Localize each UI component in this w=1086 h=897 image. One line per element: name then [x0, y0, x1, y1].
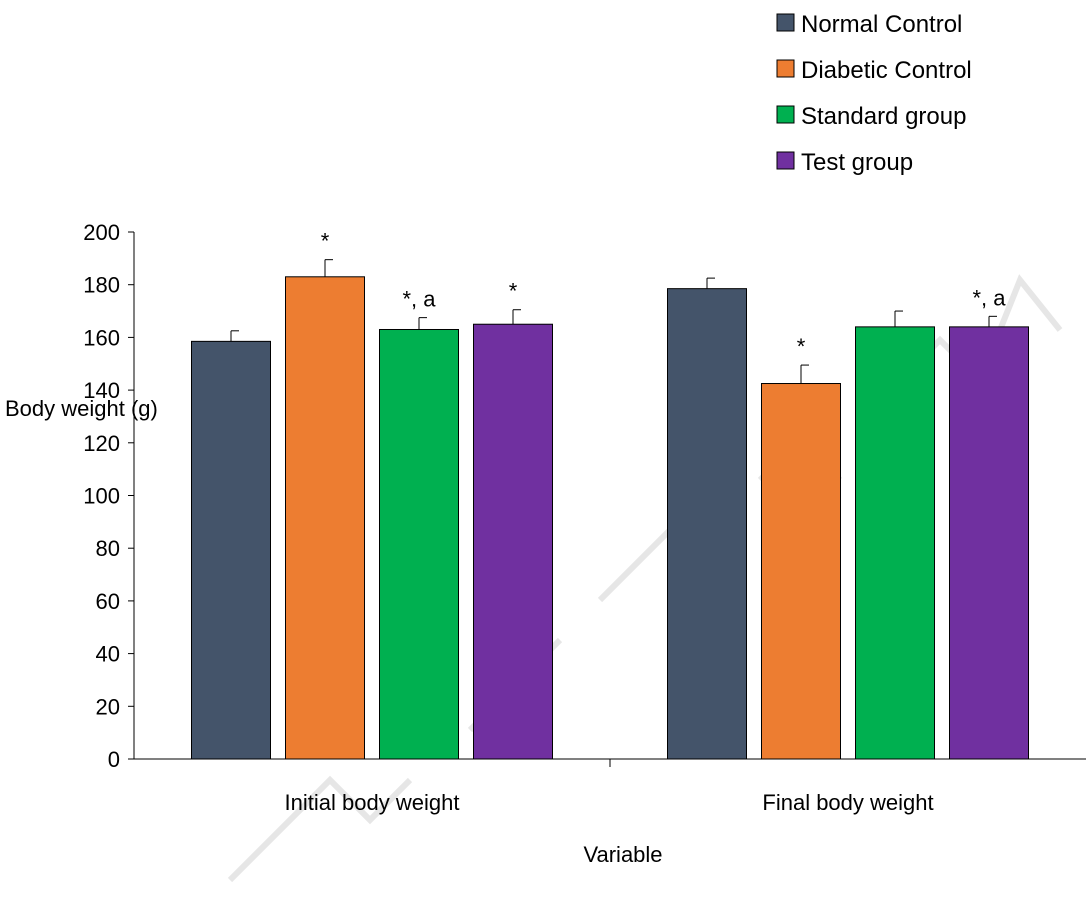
- significance-label: *, a: [402, 287, 436, 312]
- bar-normal-control-1: [667, 288, 747, 760]
- legend-label: Standard group: [801, 103, 966, 130]
- y-tick-label: 20: [96, 694, 120, 719]
- legend-swatch: [776, 105, 795, 124]
- y-tick-label: 40: [96, 642, 120, 667]
- bar-diabetic-control-0: [285, 276, 365, 760]
- y-tick-label: 160: [83, 325, 120, 350]
- y-tick-label: 180: [83, 273, 120, 298]
- annotations: * *, a * * *, a: [321, 229, 1007, 359]
- y-tick-label: 0: [108, 747, 120, 772]
- y-tick-label: 140: [83, 378, 120, 403]
- bar-diabetic-control-1: [761, 383, 841, 760]
- y-tick-label: 80: [96, 536, 120, 561]
- category-label: Initial body weight: [285, 790, 460, 815]
- axes: 0 20 40 60 80 100 120 140 160 180 200: [83, 220, 1086, 772]
- error-bars: [230, 259, 997, 384]
- x-axis-title: Variable: [583, 842, 662, 867]
- legend-swatch: [776, 13, 795, 32]
- y-tick-label: 120: [83, 431, 120, 456]
- y-tick-label: 200: [83, 220, 120, 245]
- bar-normal-control-0: [191, 340, 271, 760]
- bar-test-group-1: [949, 326, 1029, 760]
- bar-standard-group-0: [379, 328, 459, 760]
- significance-label: *: [797, 334, 806, 359]
- category-label: Final body weight: [762, 790, 933, 815]
- legend-swatch: [776, 59, 795, 78]
- significance-label: *: [509, 279, 518, 304]
- y-tick-label: 60: [96, 589, 120, 614]
- y-axis-title: Body weight (g): [5, 396, 158, 421]
- significance-label: *, a: [972, 285, 1006, 310]
- significance-label: *: [321, 229, 330, 254]
- y-ticks: 0 20 40 60 80 100 120 140 160 180 200: [83, 220, 134, 772]
- legend-label: Diabetic Control: [801, 57, 972, 84]
- legend-label: Test group: [801, 149, 913, 176]
- legend: Normal Control Diabetic Control Standard g…: [776, 11, 972, 176]
- legend-label: Normal Control: [801, 11, 962, 38]
- bars: [191, 276, 1029, 760]
- y-tick-label: 100: [83, 484, 120, 509]
- legend-swatch: [776, 151, 795, 170]
- category-labels: Initial body weight Final body weight: [285, 790, 934, 815]
- bar-standard-group-1: [855, 326, 935, 760]
- bar-test-group-0: [473, 323, 553, 760]
